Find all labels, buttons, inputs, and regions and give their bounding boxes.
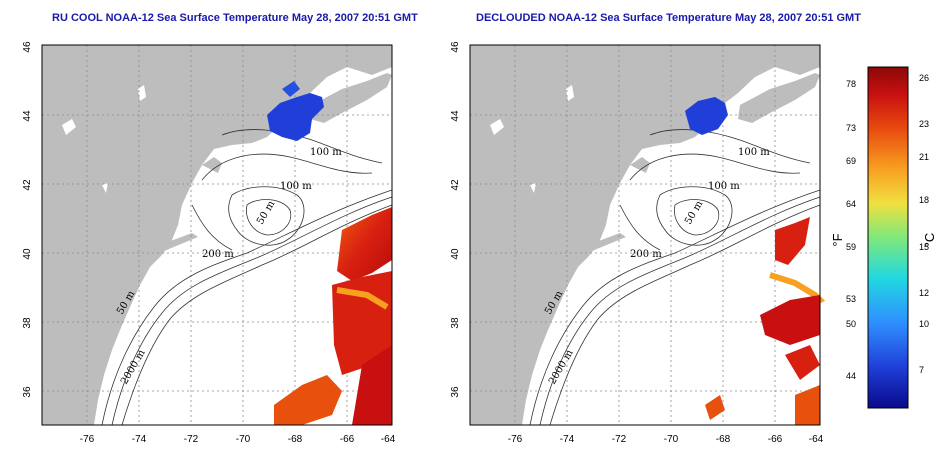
warm-water-patch <box>337 207 392 281</box>
y-tick-label: 38 <box>450 317 461 329</box>
y-tick-label: 46 <box>450 41 461 53</box>
cold-water-patch <box>267 93 324 141</box>
colorbar: 78 73 69 64 59 53 50 44 26 23 21 18 15 1… <box>830 66 937 409</box>
y-tick-label: 40 <box>22 248 33 260</box>
y-tick-label: 40 <box>450 248 461 260</box>
x-tick-label: -70 <box>664 434 679 445</box>
c-tick-label: 23 <box>919 119 929 129</box>
x-tick-label: -66 <box>340 434 355 445</box>
y-tick-label: 36 <box>22 386 33 398</box>
left-y-axis: 46 44 42 40 38 36 <box>22 41 33 398</box>
c-tick-label: 26 <box>919 73 929 83</box>
c-tick-label: 12 <box>919 288 929 298</box>
x-tick-label: -74 <box>132 434 147 445</box>
x-tick-label: -68 <box>716 434 731 445</box>
contour-label: 100 m <box>708 181 740 192</box>
x-tick-label: -70 <box>236 434 251 445</box>
x-tick-label: -66 <box>768 434 783 445</box>
contour-label: 200 m <box>202 249 234 260</box>
x-tick-label: -74 <box>560 434 575 445</box>
left-map-title: RU COOL NOAA-12 Sea Surface Temperature … <box>52 12 418 24</box>
f-tick-label: 78 <box>846 79 856 89</box>
c-tick-label: 21 <box>919 152 929 162</box>
right-y-axis: 46 44 42 40 38 36 <box>450 41 461 398</box>
contour-label: 200 m <box>630 249 662 260</box>
fahrenheit-unit-label: °F <box>830 233 845 246</box>
f-tick-label: 59 <box>846 242 856 252</box>
c-tick-label: 15 <box>919 242 929 252</box>
left-x-axis: -76 -74 -72 -70 -68 -66 -64 <box>80 434 396 445</box>
contour-label: 100 m <box>310 147 342 158</box>
x-tick-label: -72 <box>184 434 199 445</box>
x-tick-label: -76 <box>80 434 95 445</box>
right-map-title: DECLOUDED NOAA-12 Sea Surface Temperatur… <box>476 12 861 24</box>
celsius-ticks: 26 23 21 18 15 12 10 7 <box>919 73 929 375</box>
contour-label: 100 m <box>280 181 312 192</box>
x-tick-label: -64 <box>809 434 824 445</box>
fahrenheit-ticks: 78 73 69 64 59 53 50 44 <box>846 79 856 381</box>
y-tick-label: 44 <box>22 110 33 122</box>
c-tick-label: 10 <box>919 319 929 329</box>
colorbar-gradient <box>867 66 909 409</box>
warm-water-patch <box>775 217 810 265</box>
c-tick-label: 18 <box>919 195 929 205</box>
x-tick-label: -72 <box>612 434 627 445</box>
y-tick-label: 42 <box>22 179 33 191</box>
f-tick-label: 69 <box>846 156 856 166</box>
contour-label: 100 m <box>738 147 770 158</box>
f-tick-label: 53 <box>846 294 856 304</box>
f-tick-label: 73 <box>846 123 856 133</box>
f-tick-label: 44 <box>846 371 856 381</box>
y-tick-label: 38 <box>22 317 33 329</box>
y-tick-label: 36 <box>450 386 461 398</box>
c-tick-label: 7 <box>919 365 924 375</box>
celsius-unit-label: °C <box>922 233 937 248</box>
x-tick-label: -64 <box>381 434 396 445</box>
x-tick-label: -68 <box>288 434 303 445</box>
y-tick-label: 42 <box>450 179 461 191</box>
f-tick-label: 64 <box>846 199 856 209</box>
y-tick-label: 44 <box>450 110 461 122</box>
right-map-panel: 100 m 100 m 50 m 200 m 50 m 2000 m <box>469 44 826 426</box>
left-map-panel: 100 m 100 m 50 m 200 m 50 m 2000 m <box>41 44 393 426</box>
right-x-axis: -76 -74 -72 -70 -68 -66 -64 <box>508 434 824 445</box>
y-tick-label: 46 <box>22 41 33 53</box>
x-tick-label: -76 <box>508 434 523 445</box>
f-tick-label: 50 <box>846 319 856 329</box>
cold-water-patch <box>685 97 728 135</box>
